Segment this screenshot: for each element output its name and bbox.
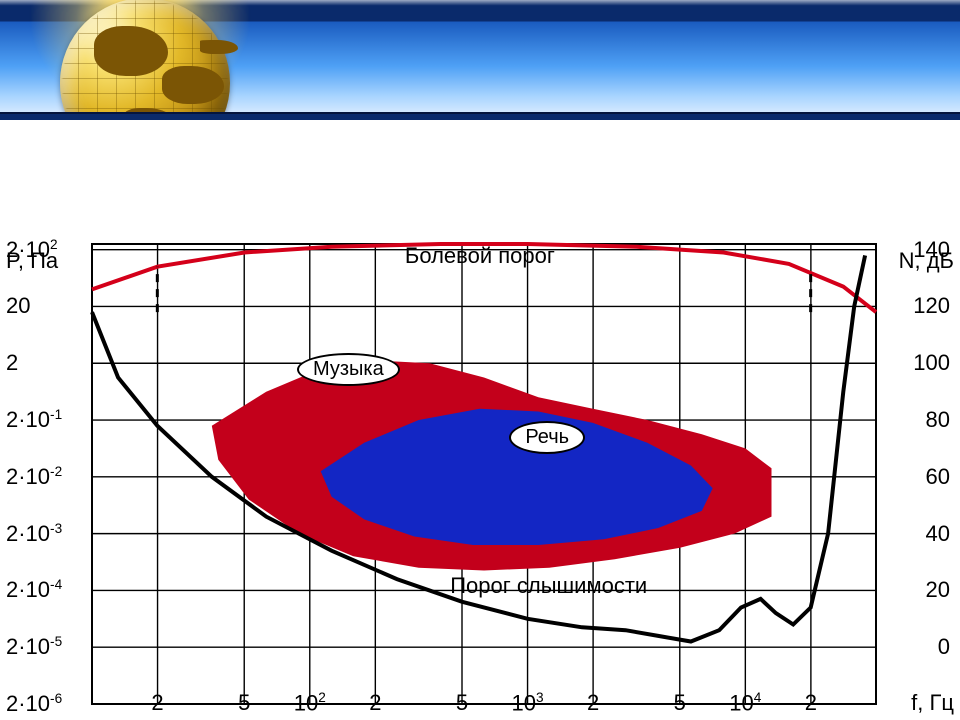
banner-divider	[0, 112, 960, 120]
x-tick: 5	[674, 690, 686, 716]
pain-threshold-label: Болевой порог	[405, 243, 555, 269]
y-right-tick: 40	[0, 521, 950, 547]
x-tick: 5	[238, 690, 250, 716]
y-right-tick: 120	[0, 293, 950, 319]
hearing-chart: P, Па N, дБ f, Гц 2·1022022·10-12·10-22·…	[0, 120, 960, 720]
x-tick: 2	[369, 690, 381, 716]
music-region-label: Музыка	[297, 353, 400, 386]
x-tick: 2	[805, 690, 817, 716]
speech-region-label: Речь	[509, 421, 585, 454]
y-right-tick: 60	[0, 464, 950, 490]
x-tick: 104	[729, 690, 761, 716]
x-tick: 2	[151, 690, 163, 716]
x-tick: 2	[587, 690, 599, 716]
x-tick: 103	[512, 690, 544, 716]
x-tick: 5	[456, 690, 468, 716]
y-right-tick: 80	[0, 407, 950, 433]
slide-banner	[0, 0, 960, 120]
y-right-tick: 100	[0, 350, 950, 376]
y-left-tick: 2·10-6	[6, 691, 62, 717]
x-tick: 102	[294, 690, 326, 716]
hearing-threshold-label: Порог слышимости	[450, 573, 647, 599]
y-right-tick: 0	[0, 634, 950, 660]
